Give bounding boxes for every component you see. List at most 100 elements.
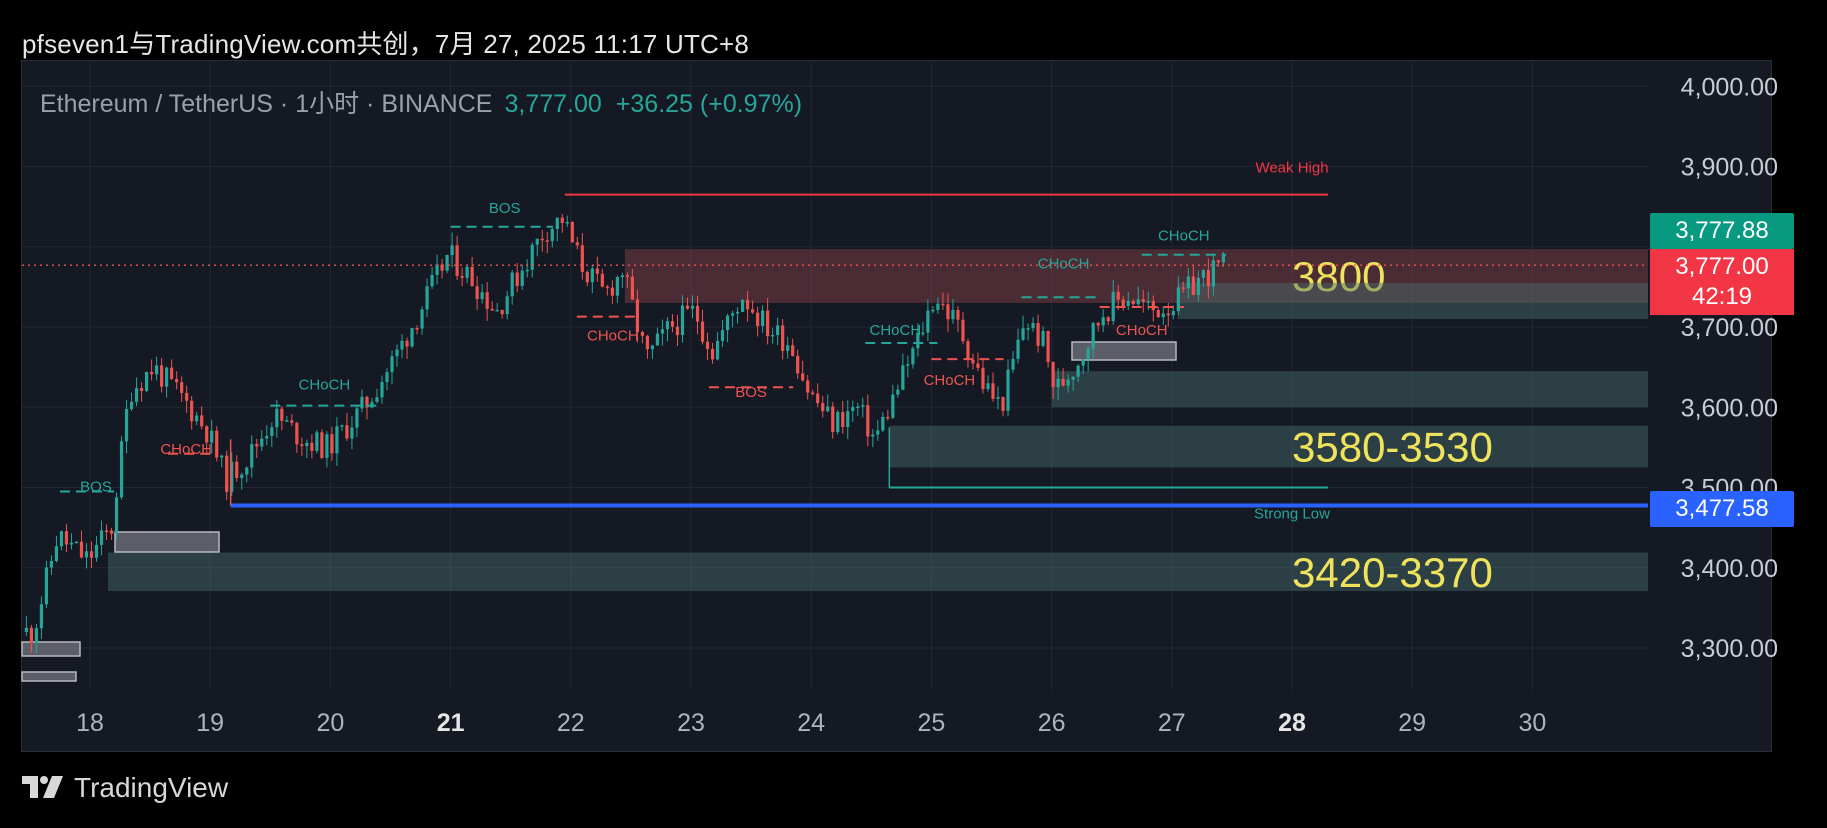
candle-body <box>806 380 810 393</box>
candle-body <box>1031 322 1035 329</box>
bar-countdown: 42:19 <box>1691 283 1753 310</box>
candle-body <box>841 412 845 428</box>
order-block <box>21 671 77 682</box>
candle-body <box>630 276 635 300</box>
candle-body <box>700 321 705 342</box>
candle-body <box>560 217 564 223</box>
y-tick-label: 3,900.00 <box>1681 154 1778 182</box>
zone-demand <box>889 425 1648 468</box>
candle-body <box>580 245 584 272</box>
y-tick-label: 3,600.00 <box>1681 394 1778 422</box>
chart-frame[interactable] <box>21 60 1772 752</box>
candle-body <box>1116 291 1120 300</box>
x-tick-label: 18 <box>76 709 104 737</box>
candle-body <box>1166 313 1170 316</box>
candle-body <box>961 319 965 342</box>
y-tick-label: 3,700.00 <box>1681 314 1778 342</box>
candle-body <box>1176 287 1180 312</box>
candle-body <box>285 420 289 422</box>
candle-body <box>776 325 780 335</box>
candle-body <box>460 275 464 278</box>
x-tick-label: 29 <box>1398 709 1426 737</box>
candle-body <box>345 425 349 439</box>
candle-body <box>645 335 650 350</box>
candle-body <box>1111 291 1115 322</box>
candle-body <box>155 365 159 375</box>
candle-body <box>946 304 950 320</box>
candle-body <box>751 309 755 313</box>
candle-body <box>520 270 524 286</box>
zone-supply <box>624 249 1648 303</box>
candle-body <box>185 392 189 401</box>
tradingview-brand[interactable]: TradingView <box>22 772 228 804</box>
candle-body <box>180 382 184 393</box>
structure-label: CHoCH <box>1116 322 1168 339</box>
candle-body <box>545 240 549 242</box>
candle-body <box>385 372 389 383</box>
candle-body <box>871 434 875 437</box>
candle-body <box>320 432 324 458</box>
candle-body <box>1016 339 1020 359</box>
candle-body <box>1216 260 1220 263</box>
candle-body <box>1181 287 1185 289</box>
candle-body <box>886 416 890 419</box>
candle-body <box>1221 253 1225 263</box>
candle-body <box>280 408 284 421</box>
candle-body <box>260 438 264 447</box>
candle-body <box>620 275 624 278</box>
structure-label: BOS <box>80 479 112 496</box>
candle-body <box>941 303 945 306</box>
candle-body <box>710 348 715 360</box>
candle-body <box>655 333 660 346</box>
candle-body <box>575 242 579 246</box>
structure-label: CHoCH <box>587 328 639 345</box>
x-tick-label: 30 <box>1518 709 1546 737</box>
candle-body <box>791 345 795 356</box>
candle-body <box>39 604 44 629</box>
candle-body <box>425 286 429 310</box>
x-tick-label: 21 <box>437 709 465 737</box>
candle-body <box>350 427 354 439</box>
candle-body <box>1126 300 1130 306</box>
candle-body <box>976 363 980 368</box>
candle-body <box>590 268 594 283</box>
candle-body <box>1196 277 1200 295</box>
candle-body <box>1071 376 1075 380</box>
candle-body <box>610 287 614 296</box>
candle-body <box>781 325 785 351</box>
candle-body <box>230 461 234 492</box>
zone-demand <box>1051 371 1648 408</box>
candle-body <box>911 348 915 365</box>
symbol-header: Ethereum / TetherUS · 1小时 · BINANCE 3,777… <box>40 84 802 120</box>
candle-body <box>936 303 940 310</box>
candle-body <box>916 332 920 349</box>
candle-body <box>771 334 775 337</box>
candle-body <box>200 415 204 427</box>
candle-body <box>29 627 34 643</box>
candle-body <box>735 311 740 314</box>
candle-body <box>1151 300 1155 311</box>
order-block <box>1071 341 1177 361</box>
green-price-badge: 3,777.88 <box>1650 213 1794 249</box>
candle-body <box>986 383 990 390</box>
candle-body <box>585 271 589 283</box>
candle-body <box>505 296 509 315</box>
candle-body <box>134 388 139 402</box>
x-tick-label: 26 <box>1038 709 1066 737</box>
candle-body <box>485 292 489 309</box>
candle-body <box>525 269 529 272</box>
candle-body <box>265 435 269 439</box>
candle-body <box>405 340 409 347</box>
candle-body <box>114 497 119 534</box>
symbol-name[interactable]: Ethereum / TetherUS · 1小时 · BINANCE <box>40 90 493 118</box>
candle-body <box>210 430 214 443</box>
candle-body <box>1171 311 1175 316</box>
candle-body <box>74 541 79 544</box>
candle-body <box>600 273 604 287</box>
candle-body <box>300 444 304 447</box>
candle-body <box>390 356 394 373</box>
candle-body <box>926 310 930 333</box>
candle-body <box>490 308 494 311</box>
candle-body <box>730 313 735 316</box>
